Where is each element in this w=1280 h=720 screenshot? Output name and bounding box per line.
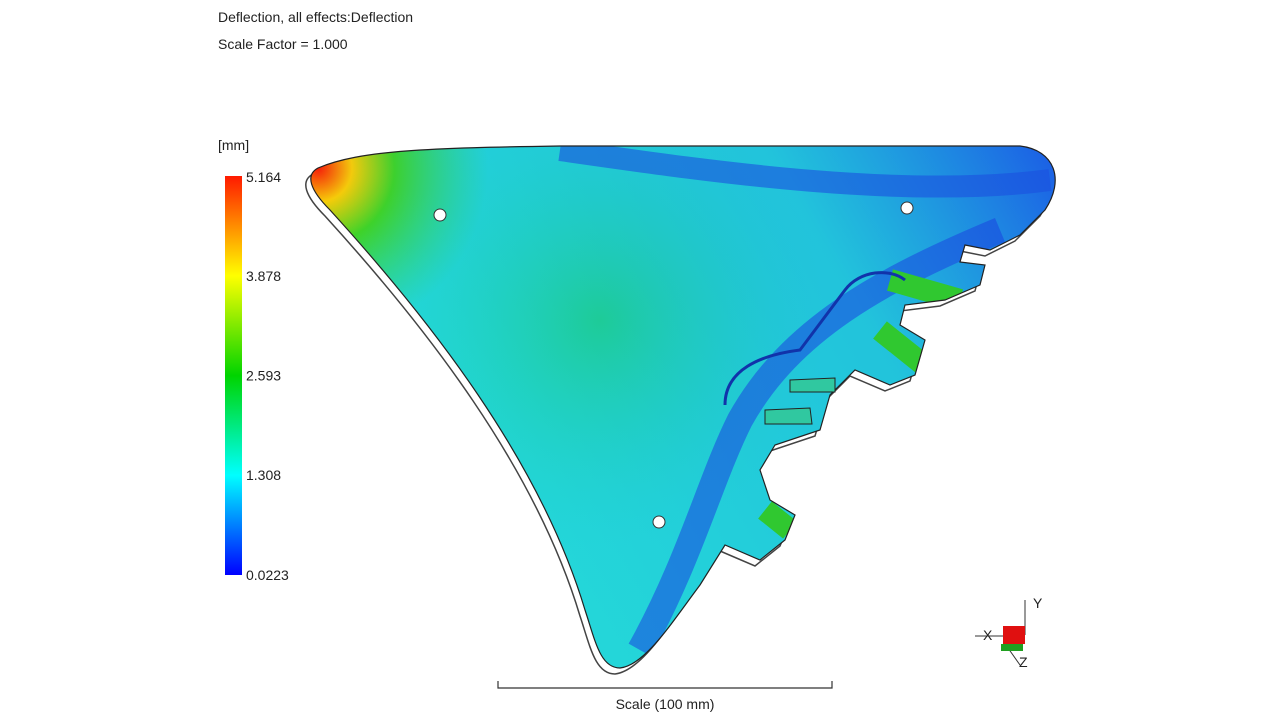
axis-y: Y [1033,595,1043,611]
legend-tick-label: 5.164 [246,169,281,185]
legend-tick-label: 1.308 [246,467,281,483]
legend-tick-label: 0.0223 [246,567,289,583]
axis-x: X [983,627,993,643]
part [305,145,1056,675]
scale-label: Scale (100 mm) [616,696,715,712]
result-title: Deflection, all effects:Deflection [218,9,413,25]
legend-unit: [mm] [218,137,249,153]
color-bar [225,176,242,575]
legend-tick-label: 3.878 [246,268,281,284]
legend-ticks: 5.164 3.878 2.593 1.308 0.0223 [246,169,289,583]
scale-bar: Scale (100 mm) [497,681,833,712]
scale-factor: Scale Factor = 1.000 [218,36,348,52]
legend-tick-label: 2.593 [246,368,281,384]
axis-z: Z [1019,654,1028,670]
axis-triad: Y X Z [975,595,1043,670]
